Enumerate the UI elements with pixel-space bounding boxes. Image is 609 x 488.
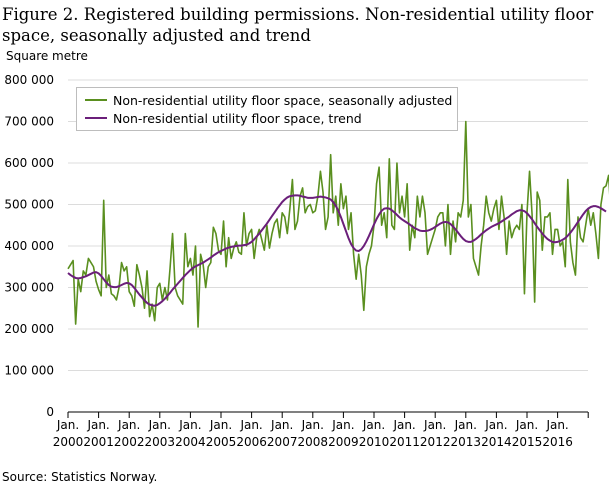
x-tick-label-year: 2007 [267, 435, 298, 449]
x-tick-label-month: Jan. [545, 418, 568, 432]
y-tick-label: 800 000 [4, 73, 54, 87]
y-axis-label: Square metre [6, 49, 88, 63]
legend-item-trend: Non-residential utility floor space, tre… [85, 109, 362, 127]
x-tick-label-month: Jan. [392, 418, 415, 432]
x-tick-label-year: 2015 [512, 435, 543, 449]
x-tick-label-year: 2001 [83, 435, 114, 449]
x-tick-label-month: Jan. [423, 418, 446, 432]
x-tick-label-month: Jan. [117, 418, 140, 432]
seasonally-adjusted-series-line [67, 120, 609, 328]
x-tick-label-year: 2011 [389, 435, 420, 449]
x-tick-label-month: Jan. [515, 418, 538, 432]
y-tick-label: 300 000 [4, 281, 54, 295]
x-tick-label-month: Jan. [239, 418, 262, 432]
legend: Non-residential utility floor space, sea… [76, 87, 458, 131]
x-tick-label-year: 2004 [175, 435, 206, 449]
y-tick-label: 700 000 [4, 115, 54, 129]
x-tick-label-month: Jan. [484, 418, 507, 432]
x-tick-label-year: 2009 [328, 435, 359, 449]
x-tick-label-month: Jan. [362, 418, 385, 432]
legend-swatch-seasonally-adjusted [85, 99, 107, 101]
x-axis: Jan.2000Jan.2001Jan.2002Jan.2003Jan.2004… [53, 411, 589, 449]
x-tick-label-year: 2010 [359, 435, 390, 449]
x-tick-label-year: 2000 [53, 435, 84, 449]
y-tick-label: 200 000 [4, 322, 54, 336]
legend-label-trend: Non-residential utility floor space, tre… [113, 110, 362, 126]
line-chart: 0 100 000 200 000 300 000 400 000 500 000 600 … [4, 73, 609, 449]
x-tick-label-year: 2003 [145, 435, 176, 449]
x-tick-label-year: 2008 [298, 435, 329, 449]
x-tick-label-year: 2014 [481, 435, 512, 449]
source-note: Source: Statistics Norway. [2, 470, 158, 484]
trend-series-line [67, 194, 607, 307]
legend-label-seasonally-adjusted: Non-residential utility floor space, sea… [113, 92, 453, 108]
series-lines [67, 120, 609, 328]
x-tick-label-month: Jan. [454, 418, 477, 432]
y-tick-label: 100 000 [4, 364, 54, 378]
x-tick-label-year: 2006 [236, 435, 267, 449]
y-tick-label: 0 [46, 405, 54, 419]
x-tick-label-month: Jan. [209, 418, 232, 432]
x-tick-label-month: Jan. [178, 418, 201, 432]
legend-swatch-trend [85, 117, 107, 119]
y-tick-label: 400 000 [4, 239, 54, 253]
x-tick-label-year: 2002 [114, 435, 145, 449]
x-tick-label-month: Jan. [86, 418, 109, 432]
x-tick-label-year: 2012 [420, 435, 451, 449]
legend-item-seasonally-adjusted: Non-residential utility floor space, sea… [85, 91, 452, 109]
y-tick-label: 600 000 [4, 156, 54, 170]
x-tick-label-year: 2016 [542, 435, 573, 449]
x-tick-label-month: Jan. [148, 418, 171, 432]
chart-title: Figure 2. Registered building permission… [2, 5, 594, 45]
y-tick-label: 500 000 [4, 198, 54, 212]
x-tick-label-year: 2005 [206, 435, 237, 449]
x-tick-label-year: 2013 [451, 435, 482, 449]
x-tick-label-month: Jan. [301, 418, 324, 432]
x-tick-label-month: Jan. [331, 418, 354, 432]
x-tick-label-month: Jan. [270, 418, 293, 432]
y-tick-labels: 0 100 000 200 000 300 000 400 000 500 000 600 … [4, 73, 54, 419]
x-tick-label-month: Jan. [56, 418, 79, 432]
